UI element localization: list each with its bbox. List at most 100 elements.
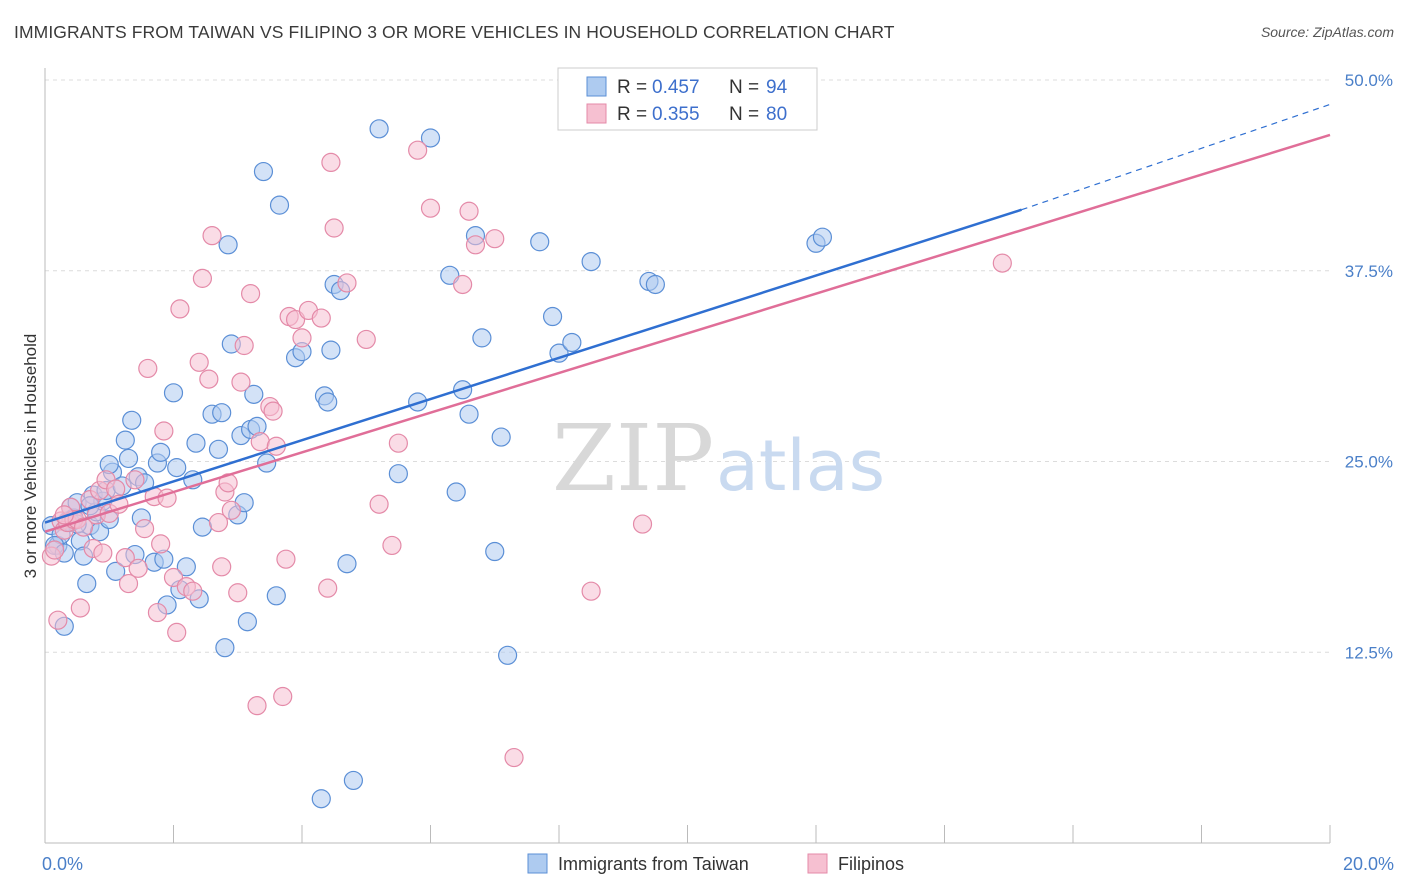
taiwan-point-63 — [321, 340, 341, 360]
taiwan-point-78 — [485, 541, 505, 562]
filipino-point-49 — [250, 432, 270, 452]
filipino-point-47 — [241, 284, 261, 304]
filipino-point-53 — [273, 686, 293, 707]
taiwan-point-42 — [208, 439, 229, 459]
legend-label-taiwan[interactable]: Immigrants from Taiwan — [558, 854, 749, 874]
legend-swatch-taiwan[interactable] — [527, 853, 548, 874]
taiwan-point-56 — [266, 586, 286, 606]
filipino-point-31 — [167, 622, 187, 643]
trend-lines — [44, 103, 1331, 533]
taiwan-point-21 — [115, 430, 135, 450]
grid-lines — [45, 79, 1330, 653]
filipino-point-40 — [212, 557, 232, 577]
filipino-point-43 — [221, 500, 241, 520]
taiwan-point-85 — [581, 251, 601, 272]
filipino-point-61 — [321, 152, 341, 173]
taiwan-point-40 — [192, 517, 213, 537]
filipino-point-2 — [48, 610, 68, 630]
stats-r-value-taiwan: 0.457 — [652, 77, 700, 98]
legend-swatch-filipino[interactable] — [807, 853, 828, 874]
filipino-point-27 — [151, 534, 171, 554]
filipino-point-68 — [408, 140, 428, 160]
filipino-point-46 — [234, 335, 254, 356]
filipino-point-63 — [337, 273, 357, 293]
taiwan-point-50 — [237, 612, 257, 632]
filipino-point-28 — [154, 421, 174, 441]
taiwan-point-67 — [343, 770, 363, 791]
taiwan-point-75 — [459, 404, 479, 424]
taiwan-point-62 — [318, 392, 338, 412]
filipino-point-75 — [581, 581, 601, 601]
taiwan-point-66 — [337, 554, 357, 574]
filipino-point-35 — [189, 352, 209, 372]
y-tick-label-2: 37.5% — [1345, 262, 1393, 281]
filipino-point-14 — [93, 543, 113, 563]
filipino-point-21 — [125, 470, 145, 490]
filipino-point-9 — [70, 598, 90, 618]
taiwan-point-54 — [253, 161, 274, 182]
filipino-point-26 — [147, 602, 168, 623]
taiwan-trend-line — [44, 208, 1022, 524]
filipino-point-1 — [45, 540, 65, 560]
taiwan-point-19 — [106, 561, 126, 581]
taiwan-point-81 — [530, 232, 550, 252]
filipino-point-67 — [388, 433, 408, 453]
taiwan-point-10 — [77, 573, 97, 594]
tick-labels: 12.5% 25.0% 37.5% 50.0% 0.0% 20.0% — [42, 71, 1394, 874]
x-tick-label-0: 0.0% — [42, 854, 83, 874]
scatter-points — [41, 119, 1012, 809]
filipino-point-32 — [170, 299, 190, 319]
y-axis-label: 3 or more Vehicles in Household — [21, 334, 40, 579]
watermark-atlas: atlas — [716, 425, 885, 507]
filipino-point-64 — [356, 329, 376, 350]
filipino-point-76 — [632, 514, 653, 534]
filipino-point-73 — [485, 229, 505, 249]
filipino-point-71 — [459, 201, 479, 221]
y-tick-label-0: 12.5% — [1345, 643, 1393, 662]
filipino-point-79 — [54, 505, 74, 525]
filipino-point-34 — [183, 581, 203, 601]
filipino-point-51 — [263, 401, 283, 421]
taiwan-point-57 — [269, 195, 290, 215]
y-tick-label-1: 25.0% — [1345, 453, 1393, 472]
filipino-point-48 — [247, 696, 267, 716]
stats-r-value-filipino: 0.355 — [652, 104, 700, 125]
filipino-point-77 — [992, 253, 1012, 273]
taiwan-point-33 — [163, 383, 184, 403]
taiwan-point-38 — [186, 433, 206, 453]
taiwan-point-77 — [472, 328, 492, 348]
watermark-zip: ZIP — [552, 405, 714, 512]
filipino-point-23 — [134, 519, 155, 539]
filipino-point-62 — [324, 218, 344, 238]
taiwan-point-22 — [118, 448, 139, 469]
taiwan-point-84 — [562, 332, 582, 353]
legend: Immigrants from Taiwan Filipinos — [527, 853, 904, 874]
stats-box: R = 0.457 N = 94 R = 0.355 N = 80 — [557, 67, 818, 131]
filipino-point-37 — [199, 369, 219, 389]
filipino-point-36 — [192, 268, 213, 288]
taiwan-trend-extension — [1021, 103, 1331, 211]
axes — [44, 68, 1331, 844]
taiwan-point-69 — [388, 464, 408, 484]
filipino-trend-line — [44, 133, 1331, 533]
filipino-point-72 — [465, 235, 486, 255]
taiwan-point-79 — [491, 427, 511, 447]
filipino-point-74 — [504, 747, 524, 768]
taiwan-point-36 — [176, 557, 196, 577]
taiwan-point-87 — [645, 274, 665, 295]
filipino-point-22 — [128, 558, 148, 578]
taiwan-point-23 — [122, 410, 142, 430]
stats-swatch-filipino — [586, 103, 607, 124]
chart-source: Source: ZipAtlas.com — [1260, 24, 1394, 40]
filipino-point-69 — [420, 198, 441, 218]
legend-label-filipino[interactable]: Filipinos — [838, 854, 904, 874]
chart-title: IMMIGRANTS FROM TAIWAN VS FILIPINO 3 OR … — [14, 22, 895, 42]
stats-r-label-taiwan: R = — [617, 77, 647, 98]
filipino-point-54 — [276, 549, 296, 569]
filipino-point-59 — [311, 308, 331, 328]
filipino-point-66 — [382, 535, 402, 556]
stats-n-label-taiwan: N = — [729, 77, 759, 98]
taiwan-point-71 — [420, 128, 441, 148]
filipino-point-19 — [115, 548, 135, 568]
